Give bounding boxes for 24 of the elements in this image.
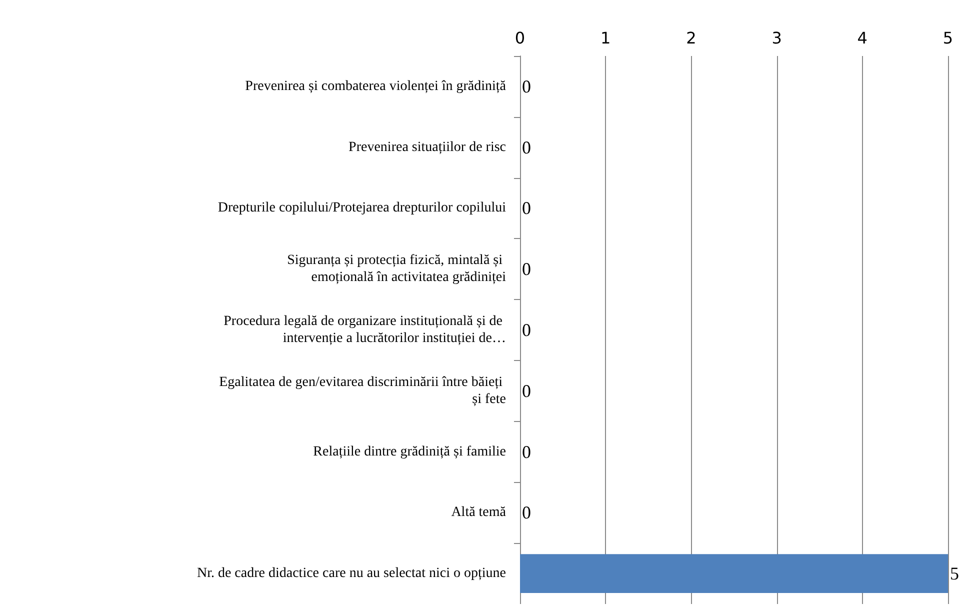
data-label: 0: [522, 137, 531, 158]
y-tick-label: Procedura legală de organizare instituțională și de intervenție a lucrătorilor instituției de…: [224, 314, 506, 346]
data-label: 0: [522, 380, 531, 401]
y-tick-label: Prevenirea și combaterea violenței în grădiniță: [245, 78, 507, 94]
x-tick-label: 3: [772, 28, 782, 48]
y-tick-label: Relațiile dintre grădiniță și familie: [313, 444, 506, 460]
data-label: 0: [522, 320, 531, 340]
data-label: 0: [522, 442, 531, 462]
y-tick-label: Altă temă: [451, 505, 507, 520]
x-tick-label: 5: [942, 28, 954, 48]
y-tick-label: Prevenirea situațiilor de risc: [348, 140, 506, 155]
data-label: 0: [522, 198, 531, 218]
x-tick-label: 0: [514, 28, 526, 48]
x-tick-label: 2: [686, 28, 696, 48]
x-tick-label: 4: [857, 28, 868, 48]
data-label: 0: [522, 502, 531, 523]
data-label: 0: [522, 76, 531, 96]
data-label: 5: [950, 564, 959, 584]
data-label: 0: [522, 259, 531, 280]
y-tick-label: Siguranța și protecția fizică, mintală și emoțională în activitatea grădiniței: [287, 253, 506, 286]
y-tick-label: Drepturile copilului/Protejarea drepturilor copilului: [218, 200, 506, 216]
y-tick-label: Nr. de cadre didactice care nu au selectat nici o opțiune: [196, 566, 506, 582]
x-tick-label: 1: [600, 28, 611, 48]
y-tick-label: Egalitatea de gen/evitarea discriminării între băieți și fete: [219, 374, 506, 407]
